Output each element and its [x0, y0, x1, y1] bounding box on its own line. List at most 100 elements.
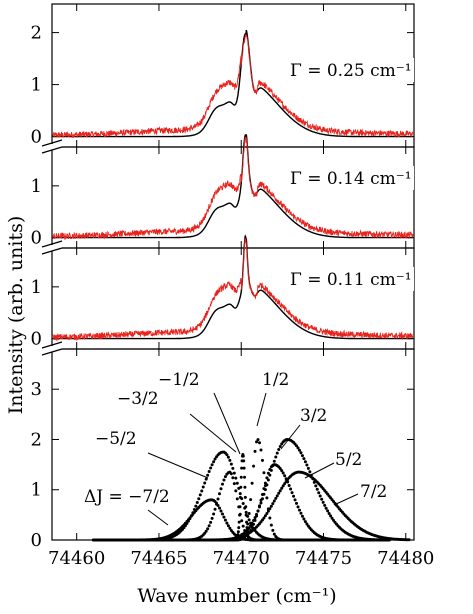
component-point — [229, 472, 233, 476]
component-point — [238, 513, 242, 517]
component-point — [314, 484, 318, 488]
y-tick-label: 0 — [31, 127, 42, 148]
component-point — [192, 508, 196, 512]
component-point — [237, 520, 241, 524]
component-point — [238, 492, 242, 496]
component-7/2 — [92, 470, 411, 542]
component-point — [290, 491, 294, 495]
component-point — [302, 517, 306, 521]
component-point — [317, 491, 321, 495]
component-point — [185, 522, 189, 526]
component-point — [247, 518, 251, 522]
component-point — [318, 494, 322, 498]
component-point — [247, 512, 251, 516]
component-point — [320, 497, 324, 501]
component-point — [197, 497, 201, 501]
component-point — [226, 455, 230, 459]
component-point — [262, 471, 266, 475]
axis-break-mark — [41, 341, 63, 349]
component-point — [260, 458, 264, 462]
component-point — [305, 522, 309, 526]
component-point — [287, 483, 291, 487]
component-point — [278, 444, 282, 448]
component-point — [219, 487, 223, 491]
component-label: 1/2 — [262, 370, 289, 390]
component-point — [194, 504, 198, 508]
component-point — [209, 466, 213, 470]
panel-gamma-0.25: 0 1 2 Γ = 0.25 cm⁻¹ — [31, 3, 415, 148]
annotation-bg — [286, 58, 414, 82]
component-point — [201, 485, 205, 489]
model-curve — [52, 133, 413, 239]
axis-break-gap — [42, 245, 62, 251]
component-point — [229, 462, 233, 466]
component-label: 7/2 — [360, 482, 387, 502]
component-point — [238, 505, 242, 509]
axis-break-gap — [42, 346, 62, 352]
component-leader-line — [189, 413, 237, 453]
component-point — [252, 522, 256, 526]
component-point — [244, 505, 248, 509]
y-tick-label: 1 — [31, 277, 42, 298]
component-point — [259, 501, 263, 505]
component-point — [252, 464, 256, 468]
component-point — [250, 481, 254, 485]
component-point — [303, 460, 307, 464]
component-point — [300, 454, 304, 458]
component-point — [274, 496, 278, 500]
component-point — [241, 524, 245, 528]
component-point — [239, 485, 243, 489]
component-point — [223, 475, 227, 479]
component-point — [327, 511, 331, 515]
axis-break-gap — [42, 144, 62, 150]
component-point — [255, 440, 259, 444]
experimental-curve — [52, 136, 414, 241]
component-point — [218, 506, 222, 510]
component-point — [213, 457, 217, 461]
component-point — [243, 485, 247, 489]
component-point — [274, 455, 278, 459]
y-tick-label: 1 — [31, 176, 42, 197]
component-point — [212, 460, 216, 464]
model-curve — [52, 234, 413, 340]
component-point — [225, 453, 229, 457]
annotation-bg — [286, 166, 414, 190]
component-point — [271, 502, 275, 506]
component-point — [308, 470, 312, 474]
x-tick-label: 74470 — [213, 548, 270, 569]
component-leader-line — [304, 462, 335, 479]
component-point — [256, 509, 260, 513]
component-point — [228, 526, 232, 530]
component-point — [223, 518, 227, 522]
component-point — [315, 487, 319, 491]
component-point — [268, 507, 272, 511]
component-point — [321, 500, 325, 504]
component-point — [204, 529, 208, 533]
component-point — [209, 520, 213, 524]
component-point — [235, 497, 239, 501]
component-point — [207, 524, 211, 528]
y-tick-label: 0 — [31, 329, 42, 350]
component-point — [195, 501, 199, 505]
component-point — [207, 469, 211, 473]
component-point — [240, 466, 244, 470]
component-point — [265, 476, 269, 480]
component-point — [303, 520, 307, 524]
component-point — [189, 514, 193, 518]
y-tick-label: 1 — [31, 480, 42, 501]
gamma-annotation: Γ = 0.11 cm⁻¹ — [290, 270, 412, 290]
component-point — [280, 469, 284, 473]
component-point — [281, 484, 285, 488]
panels: 0 1 2 Γ = 0.25 cm⁻¹ 0 1 Γ = 0.14 cm⁻¹ 0 1 Γ = 0.1… — [31, 3, 415, 551]
component-point — [236, 530, 240, 534]
component-point — [204, 477, 208, 481]
component-point — [222, 478, 226, 482]
axis-break-mark — [41, 348, 63, 356]
component-point — [299, 511, 303, 515]
component-label: −5/2 — [95, 429, 137, 449]
experimental-curve — [52, 33, 414, 138]
component-point — [242, 459, 246, 463]
component-point — [266, 509, 270, 513]
component-point — [244, 513, 248, 517]
